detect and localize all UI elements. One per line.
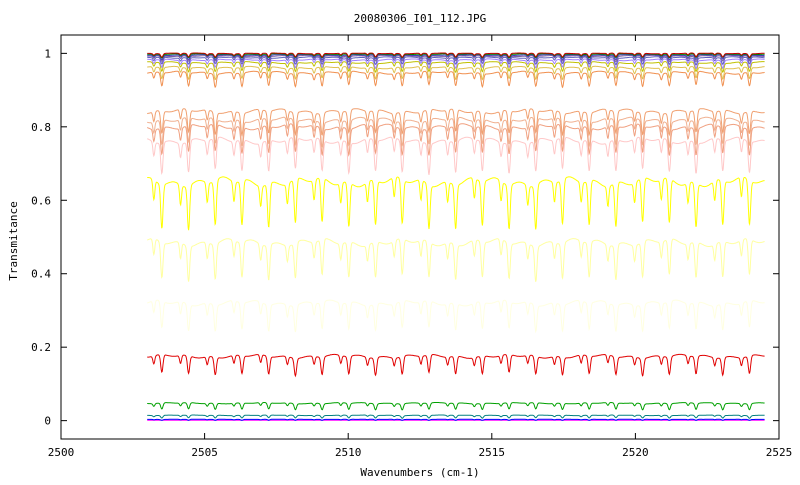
x-tick-label: 2525 — [766, 446, 793, 459]
series-line — [146, 136, 765, 176]
x-tick-label: 2510 — [335, 446, 362, 459]
y-axis-label: Transmitance — [7, 201, 20, 280]
series-line — [147, 65, 765, 81]
series-line — [147, 414, 765, 419]
series-line — [147, 70, 765, 89]
x-tick-label: 2500 — [48, 446, 75, 459]
series-line — [147, 53, 765, 59]
axis-ticks: 2500 2505 2510 2515 2520 2525 0 0.2 0.4 0.6 0.8 1 — [31, 35, 792, 459]
series-line — [146, 123, 765, 157]
y-tick-label: 0.2 — [31, 341, 51, 354]
y-tick-label: 0.6 — [31, 194, 51, 207]
series-line — [147, 353, 765, 378]
y-tick-label: 0.4 — [31, 268, 51, 281]
x-tick-label: 2520 — [622, 446, 649, 459]
series-line — [147, 402, 765, 411]
chart-title: 20080306_I01_112.JPG — [354, 12, 486, 25]
series-line — [147, 176, 765, 231]
series-line — [146, 238, 765, 282]
series-line — [147, 108, 765, 137]
series-line — [147, 54, 765, 63]
series-line — [147, 54, 765, 61]
series-line — [147, 299, 765, 334]
series-line — [147, 52, 765, 58]
x-axis-label: Wavenumbers (cm-1) — [360, 466, 479, 479]
series-line — [147, 418, 765, 421]
series-line — [147, 61, 765, 74]
series-line — [147, 116, 765, 149]
y-tick-label: 1 — [44, 47, 51, 60]
x-tick-label: 2505 — [191, 446, 218, 459]
series-line — [147, 56, 765, 66]
y-tick-label: 0.8 — [31, 121, 51, 134]
y-tick-label: 0 — [44, 415, 51, 428]
plot-frame — [60, 34, 780, 440]
x-tick-label: 2515 — [479, 446, 506, 459]
series-line — [147, 58, 765, 70]
series-group — [146, 52, 765, 421]
